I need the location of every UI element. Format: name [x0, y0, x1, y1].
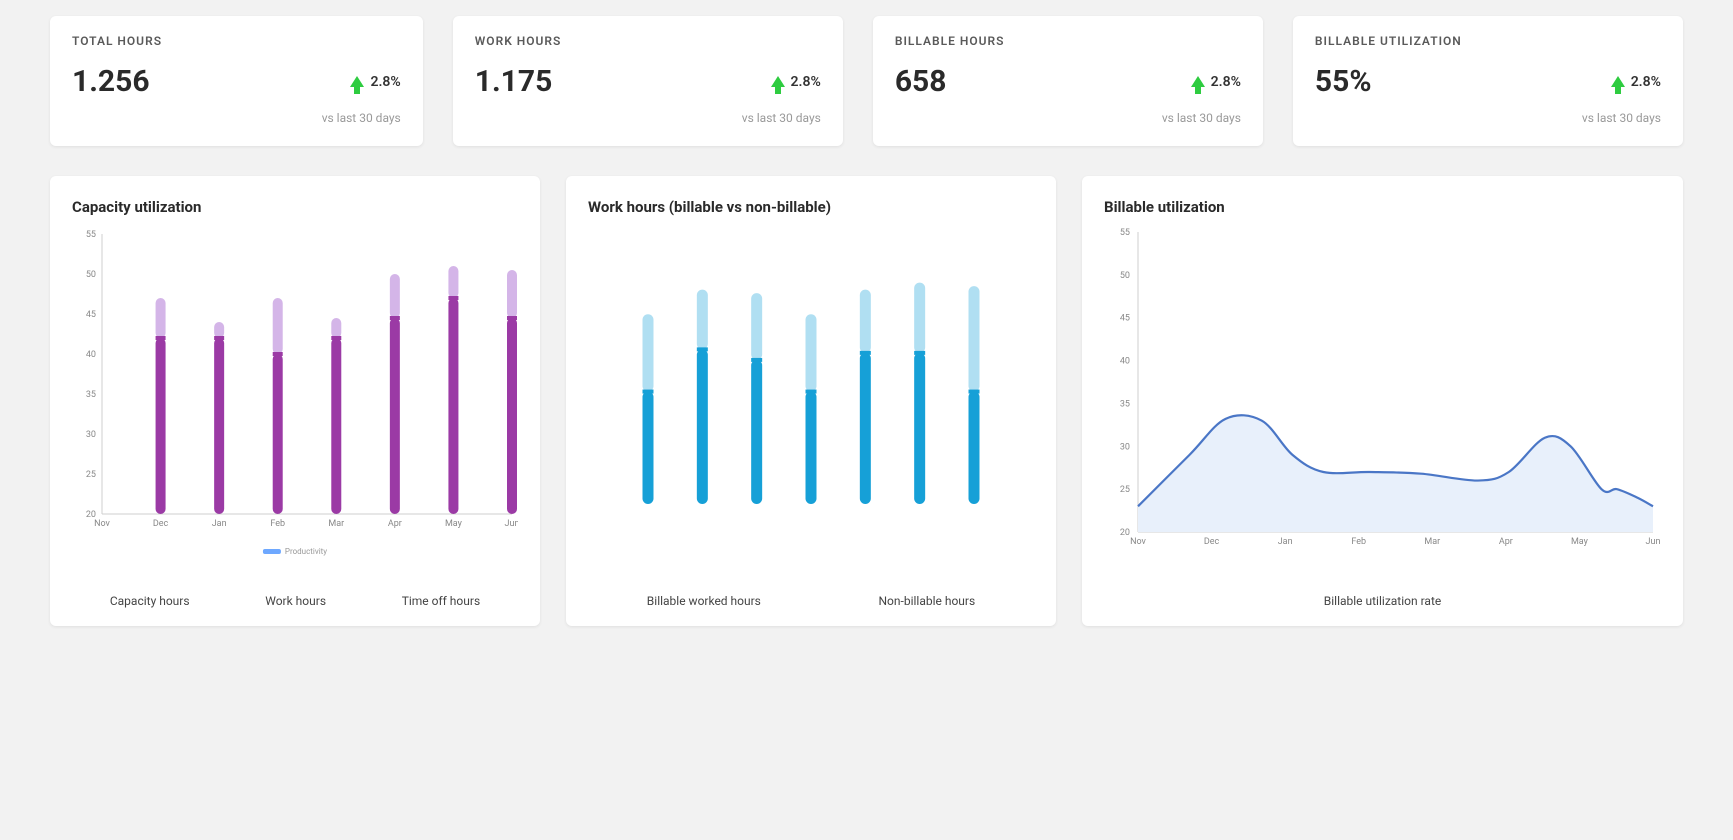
kpi-value: 55% — [1315, 64, 1372, 99]
mini-legend: Productivity — [263, 547, 327, 556]
svg-text:May: May — [445, 519, 463, 529]
legend-row: Billable worked hours Non-billable hours — [588, 594, 1034, 608]
arrow-up-icon — [1611, 76, 1625, 87]
svg-text:40: 40 — [86, 350, 96, 360]
kpi-subtext: vs last 30 days — [895, 111, 1241, 125]
legend-item: Billable worked hours — [647, 594, 761, 608]
kpi-subtext: vs last 30 days — [475, 111, 821, 125]
chart-title: Work hours (billable vs non-billable) — [588, 198, 1034, 216]
kpi-label: BILLABLE HOURS — [895, 34, 1241, 48]
svg-text:35: 35 — [1120, 399, 1130, 409]
svg-text:Nov: Nov — [1130, 537, 1146, 547]
legend-item: Non-billable hours — [878, 594, 975, 608]
svg-text:50: 50 — [86, 270, 96, 280]
kpi-label: TOTAL HOURS — [72, 34, 401, 48]
svg-text:25: 25 — [1120, 485, 1130, 495]
legend-row: Capacity hours Work hours Time off hours — [72, 594, 518, 608]
svg-text:20: 20 — [1120, 528, 1130, 538]
arrow-up-icon — [1191, 76, 1205, 87]
kpi-subtext: vs last 30 days — [1315, 111, 1661, 125]
svg-text:45: 45 — [86, 310, 96, 320]
svg-text:Jan: Jan — [212, 519, 227, 529]
kpi-trend: 2.8% — [350, 74, 400, 90]
legend-item: Capacity hours — [110, 594, 190, 608]
kpi-card-work-hours: WORK HOURS 1.175 2.8% vs last 30 days — [453, 16, 843, 146]
arrow-up-icon — [350, 76, 364, 87]
kpi-card-total-hours: TOTAL HOURS 1.256 2.8% vs last 30 days — [50, 16, 423, 146]
svg-text:55: 55 — [1120, 228, 1130, 238]
kpi-card-billable-utilization: BILLABLE UTILIZATION 55% 2.8% vs last 30… — [1293, 16, 1683, 146]
svg-text:55: 55 — [86, 230, 96, 240]
kpi-value: 658 — [895, 64, 947, 99]
svg-text:40: 40 — [1120, 357, 1130, 367]
legend-item: Work hours — [265, 594, 326, 608]
svg-text:25: 25 — [86, 470, 96, 480]
billable-util-chart: 20 25 30 35 40 45 50 55 Nov Dec Jan Feb Mar Apr May Jun — [1104, 228, 1661, 558]
svg-text:Feb: Feb — [270, 519, 285, 529]
legend-row: Billable utilization rate — [1104, 594, 1661, 608]
svg-text:Jun: Jun — [1646, 537, 1661, 547]
svg-text:Feb: Feb — [1351, 537, 1366, 547]
kpi-trend-pct: 2.8% — [370, 74, 400, 90]
svg-text:35: 35 — [86, 390, 96, 400]
kpi-subtext: vs last 30 days — [72, 111, 401, 125]
svg-text:Mar: Mar — [328, 519, 344, 529]
svg-text:Nov: Nov — [94, 519, 110, 529]
svg-text:Mar: Mar — [1424, 537, 1440, 547]
kpi-trend-pct: 2.8% — [1211, 74, 1241, 90]
chart-card-billable-util: Billable utilization 20 25 30 35 40 45 50 55 Nov… — [1082, 176, 1683, 626]
svg-text:30: 30 — [1120, 442, 1130, 452]
kpi-trend: 2.8% — [1611, 74, 1661, 90]
kpi-trend-pct: 2.8% — [791, 74, 821, 90]
capacity-chart: 2025303540455055NovDecJanFebMarAprMayJun… — [72, 228, 518, 558]
svg-text:30: 30 — [86, 430, 96, 440]
kpi-card-billable-hours: BILLABLE HOURS 658 2.8% vs last 30 days — [873, 16, 1263, 146]
arrow-up-icon — [771, 76, 785, 87]
kpi-trend-pct: 2.8% — [1631, 74, 1661, 90]
chart-card-work-hours: Work hours (billable vs non-billable) Bi… — [566, 176, 1056, 626]
svg-text:50: 50 — [1120, 271, 1130, 281]
charts-row: Capacity utilization 20 25 30 35 40 45 50 55 Nov… — [50, 176, 1683, 626]
svg-text:May: May — [1571, 537, 1589, 547]
svg-text:Dec: Dec — [1204, 537, 1220, 547]
legend-item: Billable utilization rate — [1324, 594, 1441, 608]
kpi-trend: 2.8% — [1191, 74, 1241, 90]
kpi-value: 1.256 — [72, 64, 150, 99]
work-hours-chart — [588, 228, 1034, 558]
chart-card-capacity: Capacity utilization 2025303540455055Nov… — [50, 176, 540, 626]
svg-text:Apr: Apr — [1499, 537, 1513, 547]
svg-text:45: 45 — [1120, 314, 1130, 324]
kpi-label: WORK HOURS — [475, 34, 821, 48]
kpi-row: TOTAL HOURS 1.256 2.8% vs last 30 days W… — [50, 16, 1683, 146]
legend-item: Time off hours — [402, 594, 480, 608]
chart-title: Billable utilization — [1104, 198, 1661, 216]
chart-title: Capacity utilization — [72, 198, 518, 216]
kpi-trend: 2.8% — [771, 74, 821, 90]
kpi-label: BILLABLE UTILIZATION — [1315, 34, 1661, 48]
svg-text:Dec: Dec — [153, 519, 169, 529]
kpi-value: 1.175 — [475, 64, 553, 99]
svg-text:Jan: Jan — [1278, 537, 1293, 547]
svg-text:Apr: Apr — [388, 519, 402, 529]
svg-text:Jun: Jun — [505, 519, 518, 529]
